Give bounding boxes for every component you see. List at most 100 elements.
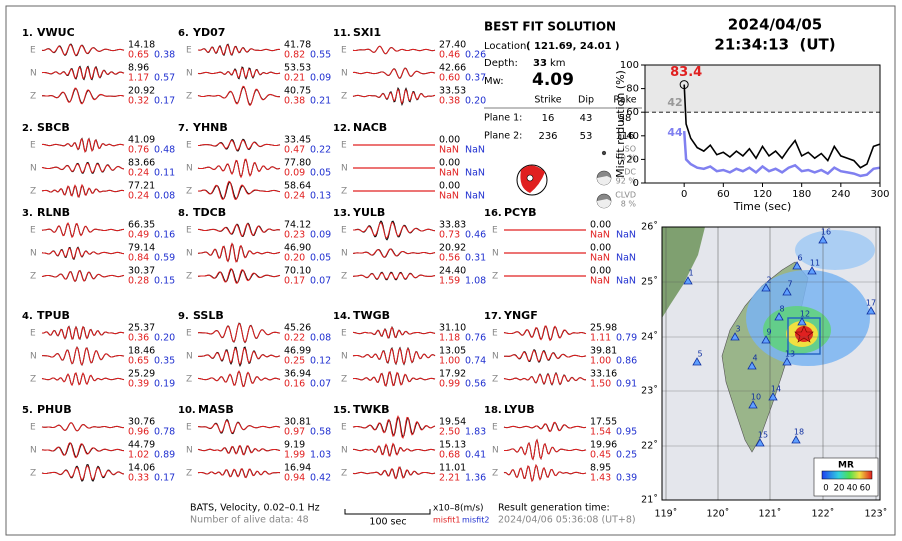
component: Z: [186, 375, 192, 385]
label: Mw:: [484, 76, 504, 87]
waveform-synthetic: [352, 221, 436, 239]
footer-alive: Number of alive data: 48: [190, 515, 309, 526]
station-name: TWGB: [353, 309, 390, 322]
misfit1: 0.23: [284, 230, 305, 241]
amplitude: 0.00: [439, 135, 460, 146]
misfit2: 0.17: [154, 96, 175, 107]
colorbar-tick: 40: [847, 484, 858, 494]
misfit1: 0.82: [284, 50, 305, 61]
waveform-synthetic: [197, 347, 281, 366]
amplitude: 58.64: [284, 181, 311, 192]
waveform-synthetic: [197, 158, 281, 179]
misfit1: 0.28: [128, 276, 149, 287]
station-name: SBCB: [37, 121, 70, 134]
depth: 33: [533, 58, 547, 69]
amplitude: 44.79: [128, 440, 155, 451]
mt-value: 8 %: [621, 200, 637, 209]
y-tick-label: 80: [626, 84, 639, 95]
misfit2: 0.16: [154, 230, 175, 241]
station-marker: [692, 357, 702, 366]
amplitude: 13.05: [439, 346, 466, 357]
amplitude: 39.81: [590, 346, 617, 357]
station-marker: [755, 438, 765, 447]
misfit1: 0.49: [128, 230, 149, 241]
amplitude: 83.66: [128, 158, 155, 169]
misfit1: NaN: [590, 276, 610, 287]
component: E: [341, 141, 347, 151]
misfit1: 0.39: [128, 379, 149, 390]
lat-label: 26˚: [641, 222, 658, 233]
x-tick-label: 120: [753, 189, 772, 200]
misfit1: 0.36: [128, 333, 149, 344]
component: Z: [186, 272, 192, 282]
amplitude: 30.76: [128, 417, 155, 428]
waveform-synthetic: [41, 422, 125, 432]
y-tick-label: 100: [620, 60, 639, 71]
waveform-synthetic: [197, 223, 281, 237]
plane-value: 116: [615, 131, 634, 142]
x-tick-label: 60: [717, 189, 730, 200]
waveform-synthetic: [352, 347, 436, 365]
misfit1: 0.20: [284, 253, 305, 264]
amplitude: 30.81: [284, 417, 311, 428]
amplitude: 27.40: [439, 40, 466, 51]
misfit1: 1.00: [590, 356, 611, 367]
x-tick-label: 300: [870, 189, 889, 200]
station-number: 6.: [178, 28, 189, 39]
misfit2: 0.07: [310, 276, 331, 287]
misfit2: 0.42: [310, 473, 331, 484]
misfit2: 0.25: [616, 450, 637, 461]
misfit2: 0.05: [310, 168, 331, 179]
misfit2: 0.07: [310, 379, 331, 390]
station-label: 10: [751, 393, 761, 402]
station-label: 2: [766, 276, 771, 285]
component: N: [492, 352, 499, 362]
waveform-synthetic: [352, 45, 436, 55]
component: Z: [30, 272, 36, 282]
waveform-synthetic: [503, 421, 587, 433]
plane-value: 58: [619, 113, 632, 124]
component: Z: [30, 187, 36, 197]
misfit1: 0.68: [439, 450, 460, 461]
component: Z: [30, 375, 36, 385]
amplitude: 17.55: [590, 417, 617, 428]
component: E: [30, 423, 36, 433]
mt-name: ISO: [622, 145, 636, 154]
misfit1: 1.11: [590, 333, 611, 344]
waveform-synthetic: [352, 67, 436, 79]
amplitude: 9.19: [284, 440, 305, 451]
amplitude: 79.14: [128, 243, 155, 254]
amplitude: 0.00: [439, 158, 460, 169]
misfit2: 0.57: [154, 73, 175, 84]
lat-label: 24˚: [641, 332, 658, 343]
station-name: TWKB: [353, 403, 390, 416]
scale-bar: [344, 509, 431, 515]
component: Z: [341, 92, 347, 102]
station-name: PCYB: [504, 206, 536, 219]
station-number: 14.: [333, 311, 351, 322]
mt-icon: [601, 150, 607, 156]
component: E: [341, 46, 347, 56]
component: N: [341, 164, 348, 174]
lat-label: 23˚: [641, 386, 658, 397]
coast-mainland: [662, 227, 705, 318]
misfit1: 0.76: [128, 145, 149, 156]
mt-value: 92 %: [616, 177, 637, 186]
component: N: [492, 446, 499, 456]
misfit2: 0.86: [616, 356, 637, 367]
misfit1: 0.22: [284, 333, 305, 344]
station-marker: [782, 357, 792, 366]
table-header: Strike: [534, 95, 561, 106]
amplitude: 18.46: [128, 346, 155, 357]
station-label: 11: [810, 259, 820, 268]
amplitude: 33.83: [439, 220, 466, 231]
component: Z: [341, 375, 347, 385]
station-number: 11.: [333, 28, 351, 39]
waveform-synthetic: [41, 222, 125, 239]
amplitude: 25.98: [590, 323, 617, 334]
component: N: [30, 446, 37, 456]
misfit2: 0.59: [154, 253, 175, 264]
amplitude: 42.66: [439, 63, 466, 74]
component: E: [492, 329, 498, 339]
station-number: 17.: [484, 311, 502, 322]
